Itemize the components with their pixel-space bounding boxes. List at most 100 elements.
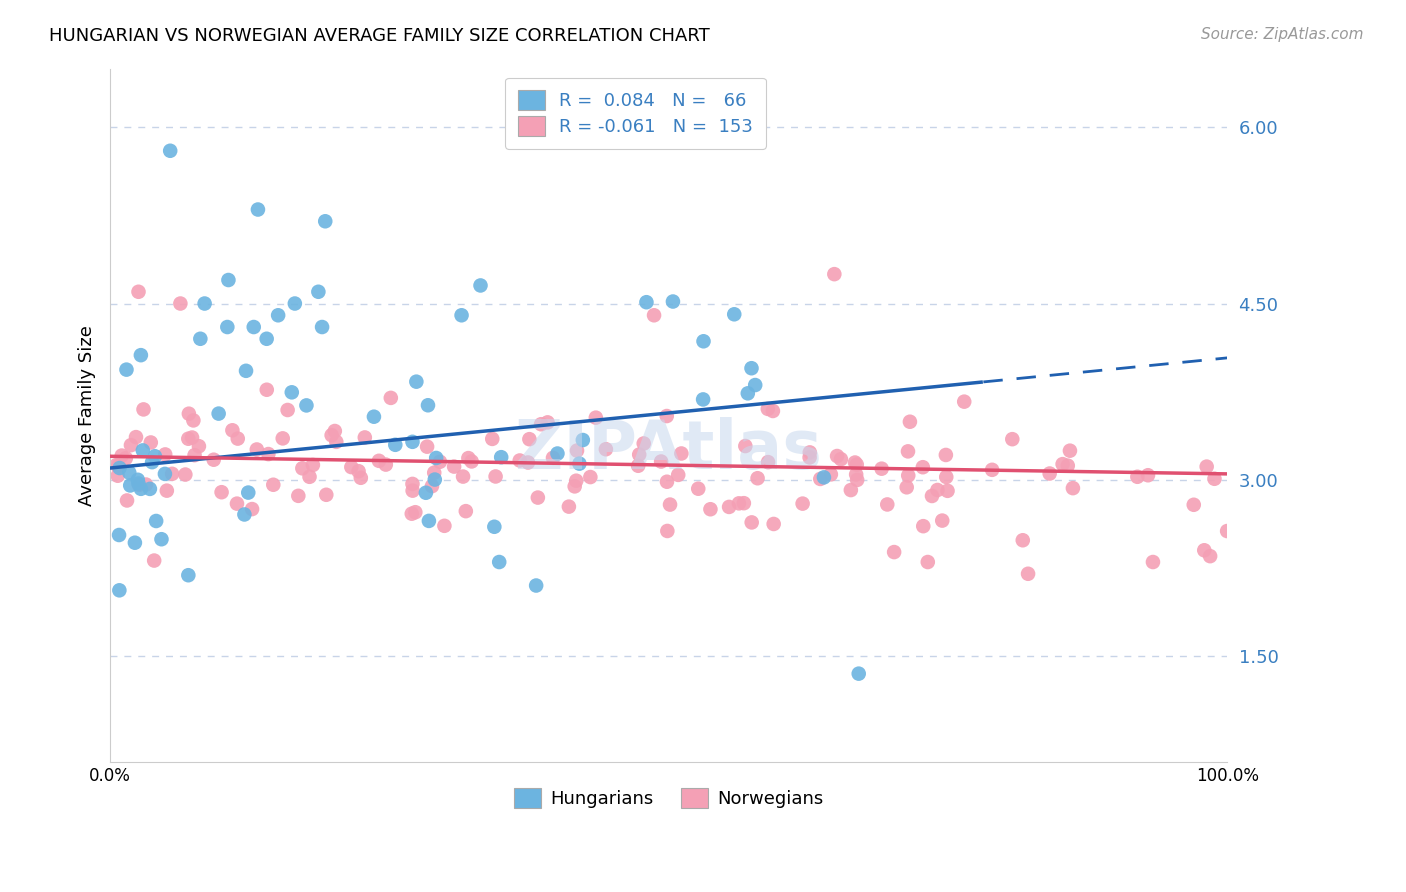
Point bbox=[384, 438, 406, 452]
Point bbox=[368, 454, 391, 468]
Point bbox=[650, 454, 672, 468]
Point bbox=[564, 479, 586, 493]
Point bbox=[460, 454, 482, 468]
Point bbox=[1195, 459, 1218, 474]
Point bbox=[135, 477, 157, 491]
Point bbox=[298, 470, 321, 484]
Point bbox=[404, 505, 426, 519]
Point bbox=[741, 516, 763, 530]
Point bbox=[799, 445, 821, 459]
Point bbox=[238, 485, 260, 500]
Point bbox=[825, 449, 848, 463]
Point bbox=[662, 294, 685, 309]
Point bbox=[546, 446, 568, 460]
Text: Source: ZipAtlas.com: Source: ZipAtlas.com bbox=[1201, 27, 1364, 42]
Point bbox=[262, 477, 284, 491]
Point bbox=[1216, 524, 1239, 538]
Point bbox=[321, 428, 343, 442]
Point bbox=[481, 432, 503, 446]
Point bbox=[401, 483, 423, 498]
Point bbox=[799, 450, 821, 465]
Text: HUNGARIAN VS NORWEGIAN AVERAGE FAMILY SIZE CORRELATION CHART: HUNGARIAN VS NORWEGIAN AVERAGE FAMILY SI… bbox=[49, 27, 710, 45]
Point bbox=[380, 391, 402, 405]
Point bbox=[823, 267, 845, 281]
Point bbox=[107, 458, 129, 473]
Point bbox=[143, 553, 166, 567]
Point bbox=[425, 450, 447, 465]
Point bbox=[657, 524, 679, 538]
Point bbox=[747, 471, 769, 485]
Point bbox=[734, 439, 756, 453]
Point bbox=[315, 488, 337, 502]
Point bbox=[450, 308, 472, 322]
Legend: Hungarians, Norwegians: Hungarians, Norwegians bbox=[508, 780, 831, 815]
Point bbox=[115, 362, 138, 376]
Point bbox=[470, 278, 492, 293]
Point bbox=[155, 447, 177, 461]
Point bbox=[132, 402, 155, 417]
Point bbox=[844, 456, 866, 470]
Point bbox=[353, 430, 375, 444]
Point bbox=[145, 514, 167, 528]
Point bbox=[443, 459, 465, 474]
Point bbox=[541, 450, 564, 465]
Point bbox=[692, 392, 714, 407]
Point bbox=[572, 433, 595, 447]
Point bbox=[208, 407, 231, 421]
Point bbox=[124, 535, 146, 549]
Point bbox=[1052, 457, 1074, 471]
Point bbox=[870, 461, 893, 475]
Point bbox=[1182, 498, 1205, 512]
Point bbox=[489, 450, 512, 465]
Point bbox=[1011, 533, 1033, 548]
Point bbox=[792, 497, 814, 511]
Point bbox=[1039, 467, 1062, 481]
Point bbox=[350, 471, 373, 485]
Point bbox=[374, 458, 396, 472]
Point bbox=[536, 416, 558, 430]
Point bbox=[935, 470, 957, 484]
Point bbox=[876, 498, 898, 512]
Point bbox=[132, 443, 155, 458]
Point bbox=[302, 458, 325, 472]
Point bbox=[762, 516, 785, 531]
Point bbox=[454, 504, 477, 518]
Point bbox=[733, 496, 755, 510]
Point bbox=[692, 334, 714, 349]
Point bbox=[451, 469, 474, 483]
Point bbox=[127, 473, 149, 487]
Point bbox=[636, 295, 658, 310]
Point bbox=[671, 446, 693, 460]
Point bbox=[256, 383, 278, 397]
Point bbox=[565, 474, 588, 488]
Point bbox=[211, 485, 233, 500]
Point bbox=[898, 415, 921, 429]
Point bbox=[314, 214, 336, 228]
Point bbox=[723, 307, 745, 321]
Point bbox=[401, 507, 423, 521]
Point bbox=[246, 442, 269, 457]
Point bbox=[128, 478, 150, 492]
Point bbox=[159, 144, 181, 158]
Point bbox=[139, 482, 162, 496]
Point bbox=[418, 514, 440, 528]
Point bbox=[484, 520, 506, 534]
Point bbox=[284, 296, 307, 310]
Point bbox=[271, 431, 294, 445]
Point bbox=[111, 449, 134, 463]
Point bbox=[169, 296, 191, 310]
Point bbox=[181, 431, 204, 445]
Point bbox=[659, 498, 682, 512]
Point bbox=[756, 455, 779, 469]
Point bbox=[139, 435, 162, 450]
Point bbox=[143, 450, 166, 464]
Point bbox=[666, 467, 689, 482]
Point bbox=[340, 460, 363, 475]
Point bbox=[311, 320, 333, 334]
Point bbox=[935, 448, 957, 462]
Point bbox=[174, 467, 197, 482]
Point bbox=[688, 482, 710, 496]
Point bbox=[655, 475, 678, 489]
Point bbox=[307, 285, 329, 299]
Point bbox=[183, 448, 205, 462]
